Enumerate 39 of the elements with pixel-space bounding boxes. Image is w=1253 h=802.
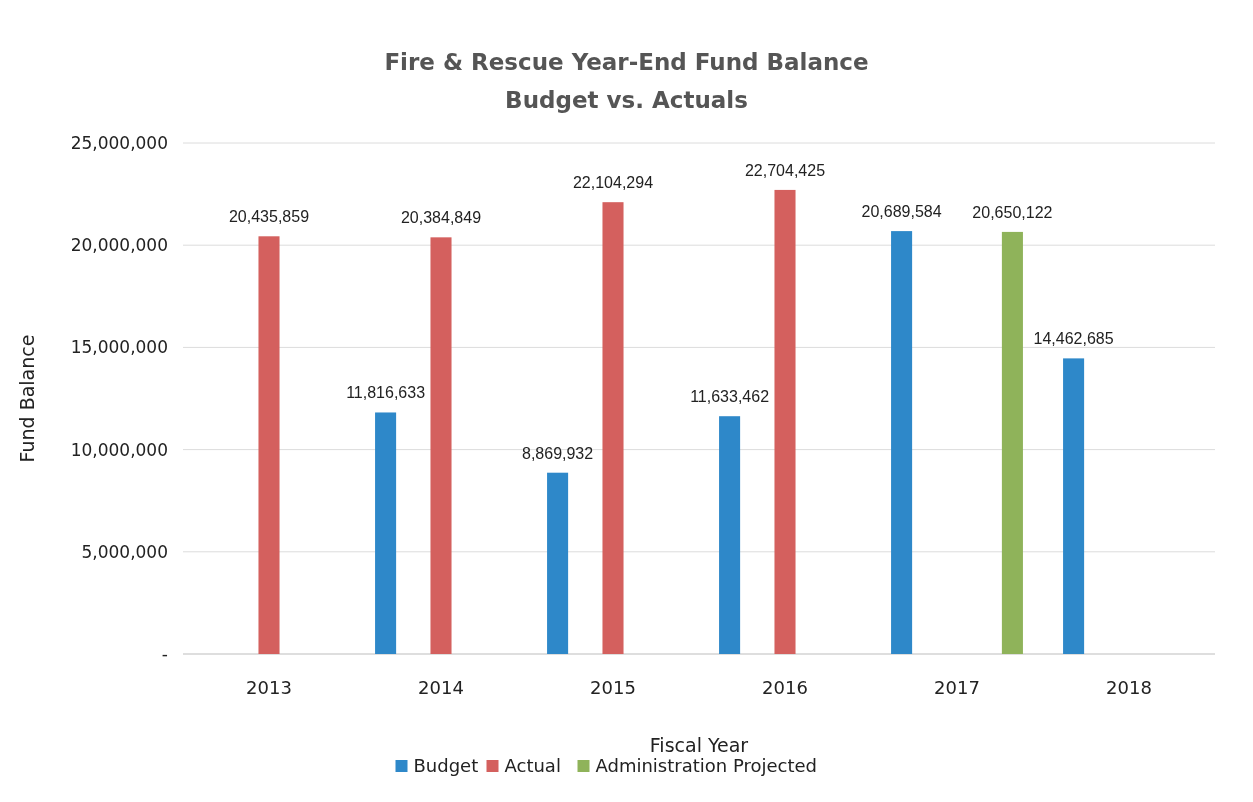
chart-title: Fire & Rescue Year-End Fund Balance [384, 49, 869, 75]
y-tick-label: 25,000,000 [70, 132, 168, 153]
x-axis-title: Fiscal Year [649, 734, 749, 756]
bar [774, 189, 796, 654]
legend-label: Budget [413, 755, 479, 776]
x-tick-label: 2015 [590, 677, 636, 698]
bar [602, 202, 624, 654]
x-tick-label: 2016 [762, 677, 808, 698]
x-tick-label: 2018 [1106, 677, 1152, 698]
bar [891, 231, 913, 654]
data-label: 11,633,462 [690, 388, 770, 406]
bar [547, 472, 569, 654]
bar [258, 236, 280, 654]
data-label: 20,650,122 [972, 203, 1053, 221]
data-label: 22,704,425 [744, 161, 826, 179]
x-tick-label: 2013 [246, 677, 292, 698]
data-label: 11,816,633 [346, 384, 426, 402]
data-label: 22,104,294 [572, 174, 654, 192]
y-tick-label: 15,000,000 [70, 337, 168, 358]
chart-subtitle: Budget vs. Actuals [505, 87, 748, 113]
data-label: 20,435,859 [228, 208, 310, 226]
y-tick-label: 5,000,000 [81, 541, 168, 562]
data-label: 20,689,584 [861, 203, 942, 221]
legend-label: Actual [504, 755, 561, 776]
legend-label: Administration Projected [595, 755, 818, 776]
bar [375, 412, 397, 654]
y-tick-label: 20,000,000 [70, 235, 168, 256]
data-label: 14,462,685 [1033, 330, 1114, 348]
data-label: 20,384,849 [400, 209, 482, 227]
bar [1063, 358, 1085, 654]
y-tick-label: - [161, 643, 168, 664]
y-tick-label: 10,000,000 [70, 439, 168, 460]
bar [719, 416, 741, 654]
x-tick-label: 2014 [418, 677, 464, 698]
bar [1001, 231, 1023, 654]
bar [430, 237, 452, 654]
y-axis-title: Fund Balance [16, 334, 38, 463]
x-tick-label: 2017 [934, 677, 980, 698]
data-label: 8,869,932 [522, 444, 594, 462]
